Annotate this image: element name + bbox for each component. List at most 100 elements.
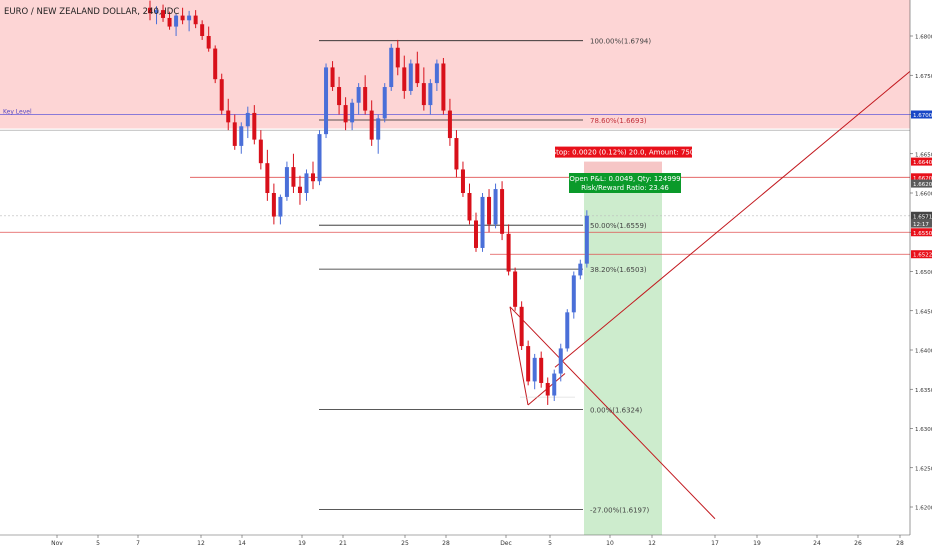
x-tick-label: 14 <box>238 540 246 547</box>
candle-body <box>526 346 531 382</box>
candle-body <box>500 189 505 234</box>
fib-level-label: 50.00%(1.6559) <box>590 222 647 230</box>
price-tag <box>911 157 932 166</box>
candle-body <box>395 47 400 68</box>
candle-body <box>434 63 439 84</box>
candle-body <box>193 15 198 25</box>
x-tick-label: 28 <box>442 540 450 547</box>
x-tick-label: 12 <box>648 540 656 547</box>
price-tag-label: 1.6620 <box>913 176 932 182</box>
candle-body <box>558 348 563 374</box>
y-tick-label: 1.6200 <box>915 506 932 512</box>
price-tag-label: 12:17 <box>913 222 929 228</box>
candle-body <box>447 110 452 139</box>
candle-body <box>258 139 263 164</box>
price-tag <box>911 110 932 119</box>
price-tag <box>911 211 932 220</box>
candle-body <box>441 63 446 111</box>
y-tick-label: 1.6750 <box>915 74 932 80</box>
candle-body <box>291 167 296 187</box>
price-tag-label: 1.6620 <box>913 182 932 188</box>
candle-body <box>519 306 524 347</box>
x-tick-label: 25 <box>401 540 409 547</box>
x-tick-label: 28 <box>896 540 904 547</box>
candle-body <box>571 275 576 313</box>
y-tick-label: 1.6600 <box>915 192 932 198</box>
y-tick-label: 1.6400 <box>915 349 932 355</box>
ascending-trendline <box>554 70 911 368</box>
y-tick-label: 1.6250 <box>915 466 932 472</box>
candle-body <box>271 193 276 217</box>
price-tag <box>911 250 932 259</box>
candle-body <box>317 134 322 182</box>
fib-level-label: 100.00%(1.6794) <box>590 38 651 46</box>
candle-body <box>363 87 368 111</box>
descending-trendline <box>509 306 716 520</box>
candle-body <box>408 63 413 91</box>
candle-body <box>506 233 511 272</box>
candle-body <box>337 87 342 106</box>
x-tick-label: 24 <box>813 540 821 547</box>
candle-body <box>356 87 361 103</box>
stop-label-box <box>555 146 692 158</box>
candle-body <box>232 122 237 146</box>
x-tick-label: 12 <box>197 540 205 547</box>
candle-body <box>265 163 270 193</box>
x-tick-label: 5 <box>96 540 100 547</box>
x-tick-label: 19 <box>298 540 306 547</box>
candle-body <box>474 220 478 248</box>
candle-body <box>245 112 250 127</box>
risk-reward-label: Risk/Reward Ratio: 23.46 <box>581 184 669 192</box>
price-tag-label: 1.6522 <box>913 253 932 259</box>
candle-body <box>584 215 589 264</box>
candle-body <box>226 110 231 123</box>
price-tag-label: 1.6571 <box>913 214 932 220</box>
candles-layer <box>148 0 589 405</box>
fib-level-label: 38.20%(1.6503) <box>590 266 647 274</box>
fib-level-label: 0.00%(1.6324) <box>590 407 642 415</box>
candle-body <box>284 167 289 197</box>
price-tag-label: 1.6700 <box>913 113 932 119</box>
candle-body <box>167 17 172 27</box>
price-tag <box>911 179 932 188</box>
y-tick-label: 1.6800 <box>915 35 932 41</box>
pl-label-box <box>569 173 681 193</box>
candle-body <box>578 263 583 276</box>
y-tick-label: 1.6650 <box>915 152 932 158</box>
price-tag <box>911 228 932 237</box>
candle-body <box>343 105 348 123</box>
time-axis-bg <box>0 535 932 550</box>
x-tick-label: 10 <box>606 540 614 547</box>
y-tick-label: 1.6350 <box>915 388 932 394</box>
candle-body <box>304 173 309 193</box>
candle-body <box>532 357 537 382</box>
fib-level-label: -27.00%(1.6197) <box>590 506 649 514</box>
candle-body <box>148 7 152 14</box>
open-pl-label: Open P&L: 0.0049, Qty: 124999 <box>569 175 680 183</box>
candle-body <box>180 15 185 21</box>
x-tick-label: 19 <box>753 540 761 547</box>
candle-body <box>487 196 492 225</box>
candle-body <box>278 196 283 217</box>
candle-body <box>206 36 211 49</box>
price-axis-bg <box>910 0 932 550</box>
triangle-edge <box>509 306 529 406</box>
candle-body <box>376 118 381 140</box>
x-tick-label: 26 <box>854 540 862 547</box>
candle-body <box>539 357 544 383</box>
y-tick-label: 1.6450 <box>915 309 932 315</box>
candle-body <box>252 112 257 140</box>
x-tick-label: 5 <box>548 540 552 547</box>
candle-body <box>565 312 570 349</box>
candle-body <box>213 48 218 80</box>
x-tick-label: 21 <box>339 540 347 547</box>
candle-body <box>239 126 244 146</box>
candle-body <box>454 138 459 170</box>
x-tick-label: 17 <box>711 540 719 547</box>
candle-body <box>467 193 472 221</box>
zones-layer <box>0 0 910 536</box>
candle-body <box>297 186 302 193</box>
